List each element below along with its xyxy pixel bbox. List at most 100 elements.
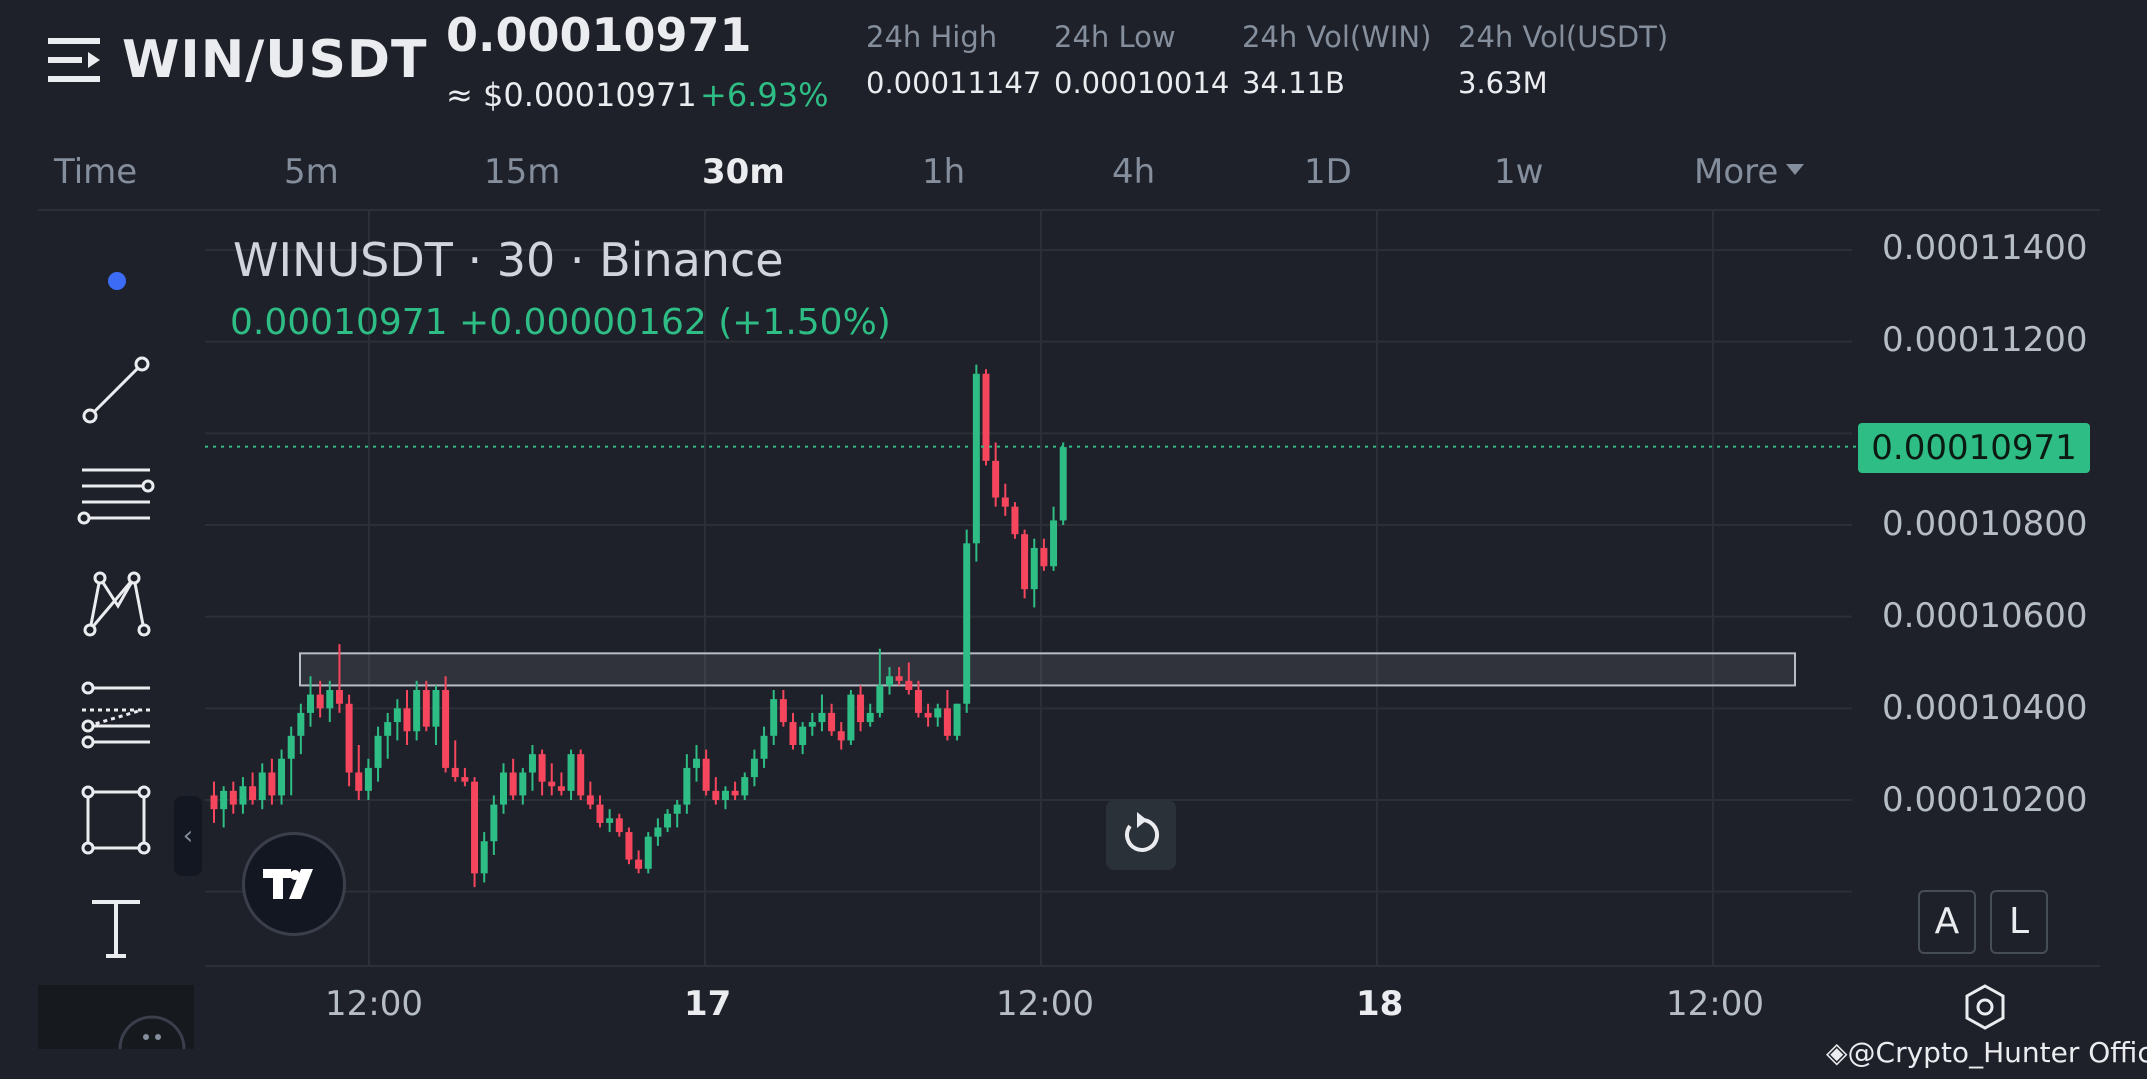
candle-body [731, 790, 739, 796]
candle-body [972, 373, 980, 544]
tab-more[interactable]: More [1694, 152, 1805, 192]
tab-time[interactable]: Time [54, 152, 138, 192]
candle-body [500, 772, 507, 805]
log-scale-button[interactable]: L [1990, 890, 2048, 954]
candle-body [789, 722, 797, 745]
candle-body [635, 859, 643, 869]
candle-body [586, 795, 594, 805]
candle-body [837, 731, 845, 741]
candle-body [490, 804, 498, 842]
candle-body [1040, 547, 1048, 567]
stat-value-24h-low: 0.00010014 [1054, 66, 1230, 100]
candle-body [943, 708, 951, 736]
tab-1w[interactable]: 1w [1494, 152, 1544, 192]
candle-body [702, 758, 710, 791]
candle-body [818, 712, 826, 723]
support-resistance-box [299, 652, 1796, 687]
candle-body [557, 786, 565, 791]
chart-grid [38, 209, 2100, 967]
candle-body [374, 735, 382, 768]
candle-body [808, 722, 816, 727]
y-tick-label: 0.00010600 [1882, 596, 2088, 636]
candle-body [1030, 547, 1038, 590]
fibonacci-icon[interactable] [76, 676, 156, 752]
tradingview-logo-icon [263, 869, 313, 899]
candle-body [866, 712, 874, 723]
candle-body [770, 699, 778, 736]
stat-label-24h-high: 24h High [866, 20, 998, 54]
candle-body [1050, 520, 1058, 567]
candle-body [741, 777, 749, 796]
diamond-icon: ◈ [1826, 1036, 1848, 1069]
settings-hex-icon[interactable] [1960, 982, 2010, 1032]
tab-5m[interactable]: 5m [284, 152, 339, 192]
candle-body [828, 712, 836, 732]
candle-body [509, 772, 517, 796]
candle-body [364, 767, 372, 791]
candle-body [326, 690, 334, 709]
pair-title[interactable]: WIN/USDT [122, 30, 428, 90]
tab-1d[interactable]: 1D [1304, 152, 1352, 192]
candle-body [963, 543, 971, 704]
text-tool-icon[interactable] [86, 898, 146, 960]
candle-body [779, 699, 787, 723]
crosshair-dot-icon[interactable] [108, 272, 126, 290]
candle-body [886, 676, 893, 686]
tab-more-label: More [1694, 152, 1779, 192]
y-tick-label: 0.00010800 [1882, 504, 2088, 544]
chart-legend-title: WINUSDT · 30 · Binance [233, 233, 784, 287]
candle-body [857, 694, 865, 723]
collapse-toolbar-button[interactable]: ‹ [174, 796, 202, 876]
candle-body [712, 790, 720, 800]
change-percent: +6.93% [700, 76, 829, 114]
candle-body [924, 712, 932, 718]
usd-price: ≈ $0.00010971 [446, 76, 697, 114]
candle-body [914, 690, 922, 713]
candle-body [471, 781, 479, 874]
y-tick-label: 0.00010400 [1882, 688, 2088, 728]
stat-label-24h-low: 24h Low [1054, 20, 1176, 54]
candle-body [625, 832, 633, 860]
candle-body [693, 758, 700, 768]
candle-body [210, 795, 218, 810]
candle-body [422, 690, 430, 727]
candle-body [934, 708, 942, 718]
tab-1h[interactable]: 1h [922, 152, 966, 192]
candle-body [567, 754, 575, 791]
candle-body [577, 754, 585, 796]
more-options-icon[interactable] [38, 985, 194, 1050]
tab-15m[interactable]: 15m [484, 152, 561, 192]
stat-value-24h-vol-usdt: 3.63M [1458, 66, 1548, 100]
candle-body [249, 786, 257, 800]
candle-body [664, 813, 672, 828]
reset-chart-button[interactable] [1106, 800, 1176, 870]
candle-body [432, 690, 440, 727]
refresh-icon [1125, 812, 1160, 852]
trend-line-icon[interactable] [78, 352, 154, 428]
rectangle-icon[interactable] [78, 782, 154, 858]
horizontal-lines-icon[interactable] [76, 460, 156, 536]
tab-4h[interactable]: 4h [1112, 152, 1156, 192]
menu-icon[interactable] [48, 36, 100, 84]
tab-30m[interactable]: 30m [702, 152, 785, 192]
candle-body [355, 772, 363, 791]
candle-body [345, 703, 353, 773]
candle-body [229, 790, 237, 805]
current-price-tag: 0.00010971 [1858, 423, 2090, 473]
candle-body [673, 804, 681, 814]
x-tick-label: 12:00 [1666, 984, 1764, 1024]
candle-body [721, 790, 729, 800]
pattern-icon[interactable] [78, 566, 154, 642]
auto-scale-button[interactable]: A [1918, 890, 1976, 954]
candle-body [895, 676, 903, 681]
y-tick-label: 0.00011200 [1882, 320, 2088, 360]
candle-body [220, 790, 228, 810]
watermark-text: @Crypto_Hunter Offici... [1847, 1036, 2147, 1069]
x-tick-label: 12:00 [325, 984, 423, 1024]
y-tick-label: 0.00010200 [1882, 780, 2088, 820]
candle-body [905, 680, 913, 690]
stat-value-24h-vol-win: 34.11B [1242, 66, 1345, 100]
candle-body [519, 772, 527, 796]
candle-body [606, 818, 614, 823]
